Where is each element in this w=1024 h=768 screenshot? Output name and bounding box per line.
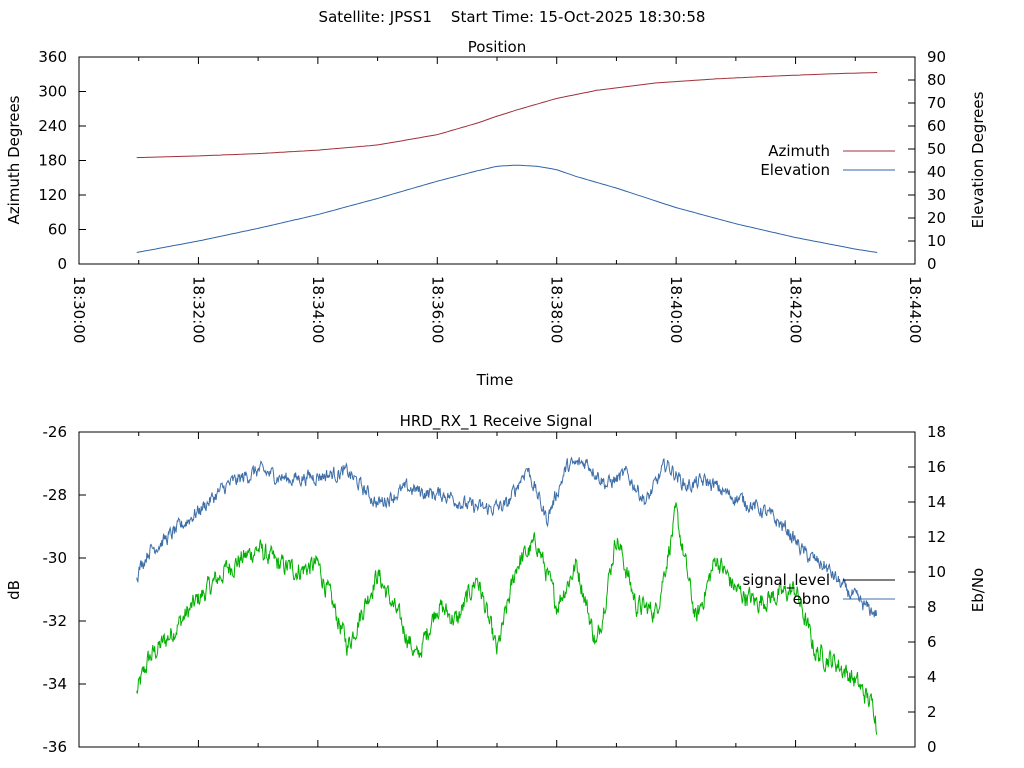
ebno-axis-label: Eb/No bbox=[969, 568, 987, 612]
y2-tick-label: 0 bbox=[927, 255, 937, 273]
y-tick-label: -36 bbox=[43, 738, 68, 756]
ebno-line bbox=[136, 456, 878, 618]
db-axis-label: dB bbox=[5, 580, 23, 600]
y2-tick-label: 0 bbox=[927, 738, 937, 756]
y2-tick-label: 30 bbox=[927, 186, 946, 204]
y-tick-label: -30 bbox=[43, 549, 68, 567]
y-tick-label: 120 bbox=[38, 186, 67, 204]
Elevation-line bbox=[136, 164, 878, 253]
y2-tick-label: 4 bbox=[927, 668, 937, 686]
y2-tick-label: 14 bbox=[927, 493, 946, 511]
y-tick-label: -32 bbox=[43, 612, 68, 630]
azimuth-axis-label: Azimuth Degrees bbox=[5, 95, 23, 224]
y2-tick-label: 6 bbox=[927, 633, 937, 651]
y2-tick-label: 90 bbox=[927, 48, 946, 66]
x-tick-label: 18:30:00 bbox=[70, 276, 88, 343]
Elevation-legend-label: Elevation bbox=[760, 161, 830, 179]
y2-tick-label: 70 bbox=[927, 94, 946, 112]
y-tick-label: 60 bbox=[48, 221, 67, 239]
position-x-axis-label: Time bbox=[476, 371, 514, 389]
signal_level-line bbox=[136, 502, 878, 735]
x-tick-label: 18:32:00 bbox=[189, 276, 207, 343]
x-tick-label: 18:40:00 bbox=[667, 276, 685, 343]
figure-title: Satellite: JPSS1 Start Time: 15-Oct-2025… bbox=[319, 8, 706, 26]
y2-tick-label: 12 bbox=[927, 528, 946, 546]
y-tick-label: 300 bbox=[38, 83, 67, 101]
y2-tick-label: 2 bbox=[927, 703, 937, 721]
y2-tick-label: 40 bbox=[927, 163, 946, 181]
y2-tick-label: 16 bbox=[927, 458, 946, 476]
y2-tick-label: 60 bbox=[927, 117, 946, 135]
y2-tick-label: 10 bbox=[927, 232, 946, 250]
y2-tick-label: 20 bbox=[927, 209, 946, 227]
y2-tick-label: 18 bbox=[927, 423, 946, 441]
Azimuth-legend-label: Azimuth bbox=[768, 142, 830, 160]
elevation-axis-label: Elevation Degrees bbox=[969, 91, 987, 228]
y-tick-label: 240 bbox=[38, 117, 67, 135]
receive-signal-chart-title: HRD_RX_1 Receive Signal bbox=[400, 412, 593, 431]
y2-tick-label: 80 bbox=[927, 71, 946, 89]
y-tick-label: -26 bbox=[43, 423, 68, 441]
x-tick-label: 18:34:00 bbox=[309, 276, 327, 343]
Azimuth-line bbox=[136, 72, 878, 159]
y2-tick-label: 10 bbox=[927, 563, 946, 581]
y2-tick-label: 50 bbox=[927, 140, 946, 158]
y-tick-label: 0 bbox=[57, 255, 67, 273]
position-chart-title: Position bbox=[468, 38, 526, 56]
ebno-legend-label: ebno bbox=[793, 590, 830, 608]
y-tick-label: 180 bbox=[38, 152, 67, 170]
y2-tick-label: 8 bbox=[927, 598, 937, 616]
position-chart: Position 18:30:00 18:32:00 18:34:00 18:36:0… bbox=[5, 38, 987, 389]
x-tick-label: 18:36:00 bbox=[428, 276, 446, 343]
x-tick-label: 18:44:00 bbox=[906, 276, 924, 343]
y-tick-label: -34 bbox=[43, 675, 68, 693]
y-tick-label: -28 bbox=[43, 486, 68, 504]
x-tick-label: 18:38:00 bbox=[548, 276, 566, 343]
signal_level-legend-label: signal_level bbox=[742, 571, 830, 590]
y-tick-label: 360 bbox=[38, 48, 67, 66]
x-tick-label: 18:42:00 bbox=[787, 276, 805, 343]
receive-signal-chart: HRD_RX_1 Receive Signal -36 -34 -32 -30 -28 -… bbox=[5, 412, 987, 756]
